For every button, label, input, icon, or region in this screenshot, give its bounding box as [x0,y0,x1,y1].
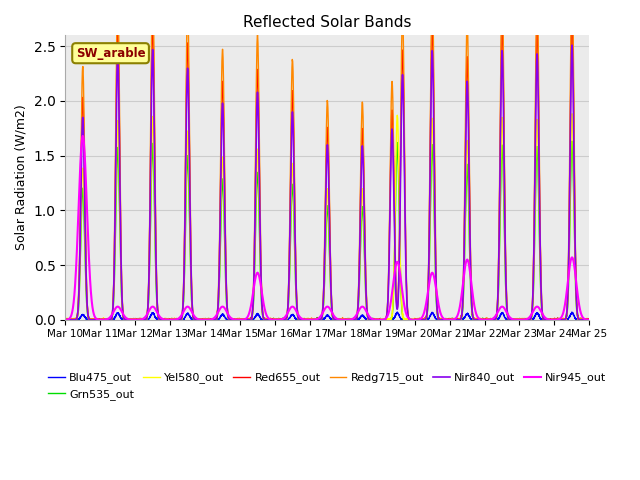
Legend: Blu475_out, Grn535_out, Yel580_out, Red655_out, Redg715_out, Nir840_out, Nir945_: Blu475_out, Grn535_out, Yel580_out, Red6… [44,368,611,404]
Blu475_out [394,309,401,315]
Redg715_out [61,317,69,323]
Red655_out [308,316,316,322]
Nir840_out [568,42,576,48]
Grn535_out [445,316,452,322]
Line: Blu475_out: Blu475_out [65,312,589,320]
Red655_out [156,316,163,322]
Redg715_out [445,317,452,323]
Redg715_out [474,317,482,323]
Nir840_out [586,317,593,323]
Red655_out [61,316,69,322]
Nir945_out [585,317,593,323]
Blu475_out [475,317,483,323]
Blu475_out [156,317,163,323]
Redg715_out [585,317,593,323]
Red655_out [445,317,452,323]
Line: Yel580_out: Yel580_out [65,114,589,320]
Blu475_out [585,316,593,322]
Red655_out [586,317,593,323]
Line: Redg715_out: Redg715_out [65,0,589,320]
Blu475_out [416,317,424,323]
Redg715_out [586,316,593,322]
Yel580_out [445,317,452,323]
Red655_out [416,315,424,321]
Line: Nir945_out: Nir945_out [65,136,589,320]
Title: Reflected Solar Bands: Reflected Solar Bands [243,15,412,30]
Yel580_out [416,316,424,322]
Nir945_out [131,317,139,323]
Blu475_out [445,316,452,322]
Yel580_out [474,317,482,323]
Grn535_out [416,317,424,323]
Yel580_out [61,317,69,323]
Text: SW_arable: SW_arable [76,47,145,60]
Grn535_out [586,317,593,323]
Nir945_out [61,317,69,323]
Nir840_out [415,317,423,323]
Grn535_out [474,317,482,323]
Nir945_out [156,313,164,319]
Nir840_out [445,317,452,323]
Yel580_out [61,317,69,323]
Yel580_out [156,317,163,323]
Yel580_out [308,317,316,323]
Blu475_out [308,317,316,323]
Redg715_out [308,316,316,322]
Red655_out [568,15,576,21]
Blu475_out [61,317,69,323]
Redg715_out [156,316,163,322]
Nir945_out [79,133,86,139]
Line: Red655_out: Red655_out [65,18,589,320]
Grn535_out [61,316,69,322]
Nir945_out [308,317,316,323]
Redg715_out [416,317,424,323]
Nir840_out [308,317,316,323]
Red655_out [61,317,69,323]
Nir945_out [586,317,593,323]
Nir945_out [445,317,452,323]
Grn535_out [585,316,593,322]
Yel580_out [568,111,576,117]
Redg715_out [61,317,69,323]
Yel580_out [586,317,593,323]
Grn535_out [568,138,576,144]
Line: Nir840_out: Nir840_out [65,45,589,320]
Blu475_out [586,317,593,323]
Grn535_out [156,316,163,322]
Red655_out [585,317,593,323]
Red655_out [474,316,482,322]
Grn535_out [308,316,316,322]
Line: Grn535_out: Grn535_out [65,141,589,320]
Nir840_out [585,317,593,323]
Yel580_out [585,317,593,323]
Blu475_out [61,316,69,322]
Y-axis label: Solar Radiation (W/m2): Solar Radiation (W/m2) [15,105,28,251]
Nir945_out [416,316,424,322]
Grn535_out [62,317,70,323]
Nir945_out [475,315,483,321]
Nir840_out [156,316,163,322]
Nir840_out [61,317,69,323]
Nir840_out [474,317,482,323]
